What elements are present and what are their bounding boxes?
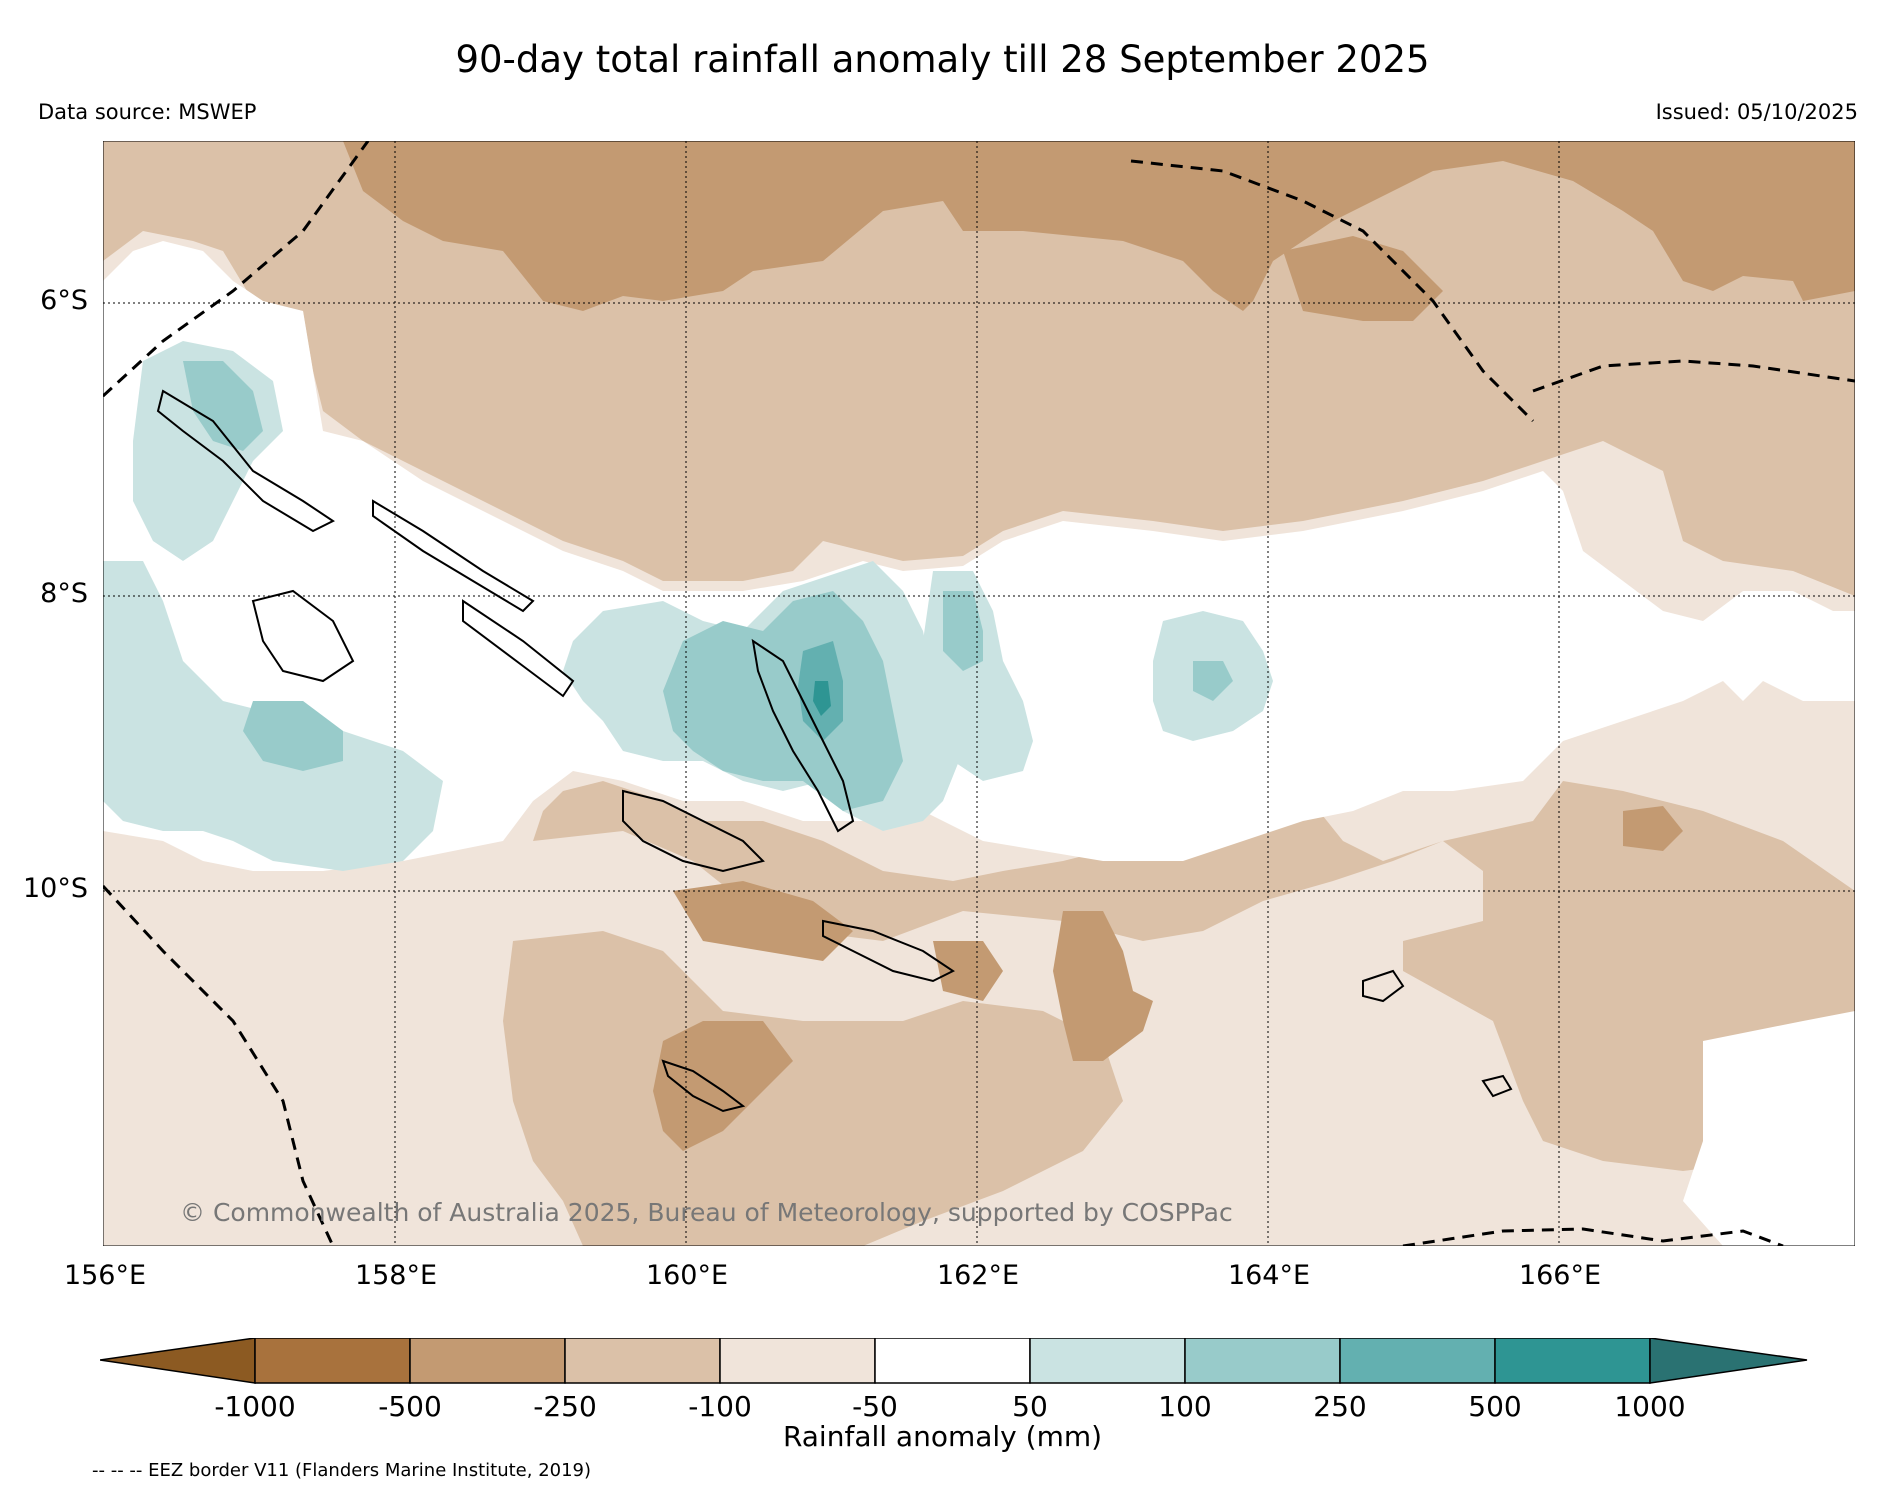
anomaly-region-south-dry-3 <box>653 1021 793 1151</box>
colorbar-extend-high <box>1649 1338 1808 1384</box>
colorbar-tick-5: -50 <box>852 1390 898 1423</box>
lat-label-10s: 10°S <box>23 873 88 904</box>
anomaly-region-east-wet-strong <box>1193 661 1233 701</box>
anomaly-region-north-dry <box>343 141 1855 311</box>
eez-border-northeast <box>1130 159 1535 423</box>
lon-label-156e: 156°E <box>63 1260 147 1291</box>
lon-label-164e: 164°E <box>1227 1260 1311 1291</box>
anomaly-region-northeast-dry <box>1283 236 1443 321</box>
colorbar-bin-4 <box>719 1338 876 1384</box>
anomaly-region-central-wet-strong <box>663 591 903 811</box>
colorbar-extend-low <box>100 1338 256 1384</box>
island-malaita <box>751 638 855 833</box>
anomaly-region-east-dry <box>1623 806 1683 851</box>
colorbar-bin-9 <box>1494 1338 1651 1384</box>
colorbar-bin-1 <box>254 1338 411 1384</box>
anomaly-region-south-lower <box>503 931 1123 1246</box>
rainfall-anomaly-map <box>103 141 1855 1246</box>
colorbar-bin-2 <box>409 1338 566 1384</box>
eez-border-note: -- -- -- EEZ border V11 (Flanders Marine… <box>92 1460 592 1481</box>
colorbar-bin-3 <box>564 1338 721 1384</box>
anomaly-region-west-wet-strong <box>183 361 263 451</box>
colorbar-tick-2: -500 <box>378 1390 442 1423</box>
lat-label-8s: 8°S <box>40 578 88 609</box>
colorbar-tick-10: 1000 <box>1614 1390 1686 1423</box>
eez-border-northwest <box>103 141 370 398</box>
colorbar-bin-8 <box>1339 1338 1496 1384</box>
chart-title: 90-day total rainfall anomaly till 28 Se… <box>455 38 1430 81</box>
colorbar-tick-8: 250 <box>1313 1390 1367 1423</box>
colorbar-tick-4: -100 <box>688 1390 752 1423</box>
colorbar-tick-6: 50 <box>1012 1390 1048 1423</box>
anomaly-region-south-dry-1 <box>673 881 853 961</box>
eez-borders <box>103 141 1855 1246</box>
data-source-label: Data source: MSWEP <box>38 100 257 124</box>
eez-border-east <box>1532 359 1855 393</box>
anomaly-region-south-dry-4 <box>933 941 1003 1001</box>
colorbar-tick-3: -250 <box>533 1390 597 1423</box>
lon-label-160e: 160°E <box>645 1260 729 1291</box>
anomaly-region-lower-wet-strong <box>243 701 343 771</box>
island-rennell <box>661 1059 746 1113</box>
anomaly-region-southeast-normal <box>1683 1011 1855 1246</box>
island-choiseul <box>372 499 535 613</box>
eez-border-southeast <box>1402 1227 1784 1246</box>
lat-label-6s: 6°S <box>40 285 88 316</box>
colorbar-tick-1: -1000 <box>214 1390 296 1423</box>
copyright-notice: © Commonwealth of Australia 2025, Bureau… <box>180 1198 1233 1227</box>
colorbar-bin-7 <box>1184 1338 1341 1384</box>
island-vanikoro <box>1481 1074 1513 1098</box>
colorbar-label: Rainfall anomaly (mm) <box>782 1420 1103 1453</box>
colorbar-tick-9: 500 <box>1468 1390 1522 1423</box>
island-santa-cruz <box>1362 969 1405 1003</box>
island-bougainville <box>156 389 335 533</box>
colorbar-bin-5 <box>874 1338 1031 1384</box>
anomaly-region-mid-wet-strong <box>943 591 983 671</box>
lon-label-162e: 162°E <box>936 1260 1020 1291</box>
anomaly-region-max-wet-core <box>813 681 831 716</box>
lon-label-166e: 166°E <box>1518 1260 1602 1291</box>
lon-label-158e: 158°E <box>354 1260 438 1291</box>
island-makira <box>822 919 955 983</box>
colorbar-tick-7: 100 <box>1158 1390 1212 1423</box>
anomaly-region-south-band <box>533 781 1855 1171</box>
colorbar <box>100 1338 1808 1384</box>
graticule <box>103 141 1855 1246</box>
island-guadalcanal <box>622 789 765 873</box>
anomaly-region-central-normal <box>103 241 1855 871</box>
issued-date-label: Issued: 05/10/2025 <box>1655 100 1858 124</box>
colorbar-bin-6 <box>1029 1338 1186 1384</box>
anomaly-region-south-dry-2 <box>1053 911 1153 1061</box>
island-santa-isabel <box>462 599 575 698</box>
